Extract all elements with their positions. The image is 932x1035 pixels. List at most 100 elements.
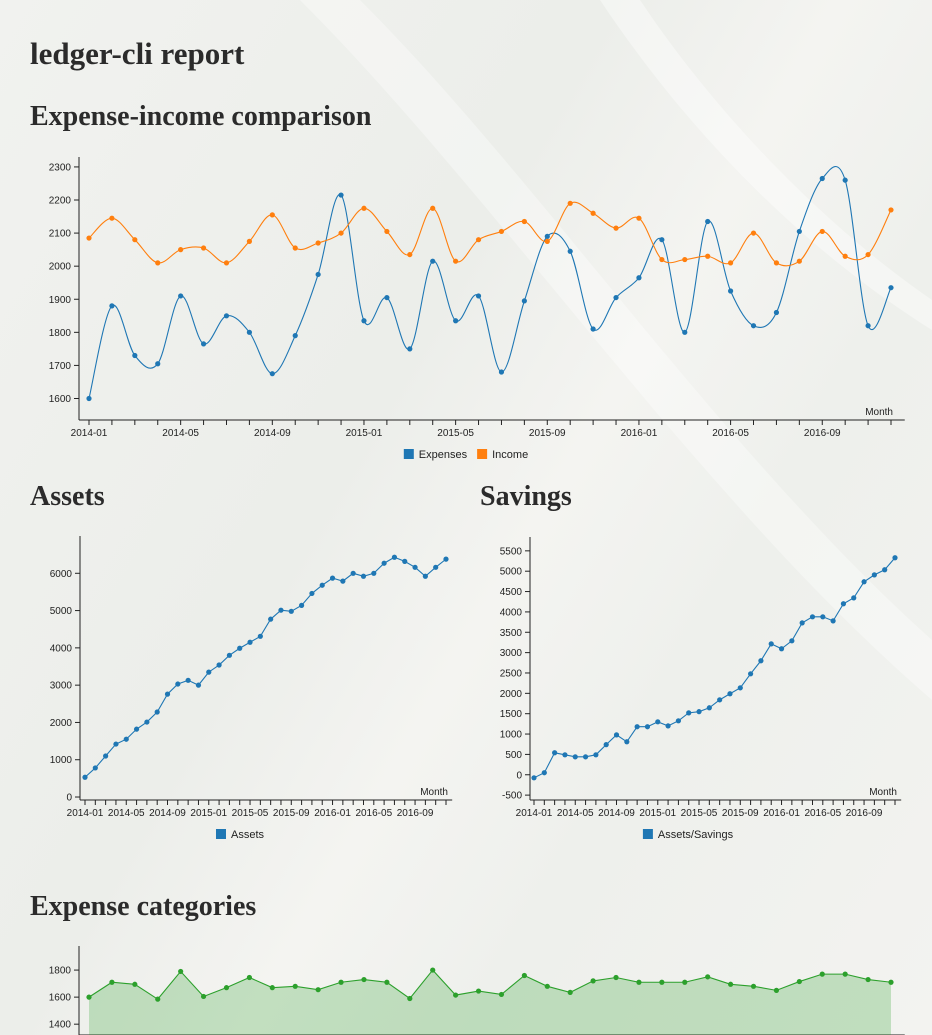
point bbox=[475, 237, 482, 243]
point bbox=[453, 258, 459, 264]
point bbox=[430, 205, 436, 211]
x-tick-label: 2015-05 bbox=[232, 808, 269, 819]
y-tick-label: 3500 bbox=[500, 628, 523, 639]
chart-title: Expense categories bbox=[30, 891, 256, 922]
point bbox=[865, 251, 871, 258]
x-tick-label: 2016-09 bbox=[804, 428, 841, 439]
y-tick-label: 6000 bbox=[50, 569, 73, 580]
point bbox=[361, 318, 367, 324]
point bbox=[778, 646, 785, 652]
point bbox=[728, 288, 734, 294]
point bbox=[350, 570, 356, 576]
point bbox=[200, 993, 207, 1000]
point bbox=[319, 582, 325, 588]
x-axis-label: Month bbox=[869, 787, 897, 798]
x-tick-label: 2014-01 bbox=[71, 428, 108, 439]
point bbox=[292, 245, 298, 251]
x-tick-label: 2014-09 bbox=[598, 808, 635, 819]
point bbox=[682, 979, 688, 985]
page-title: ledger-cli report bbox=[30, 36, 245, 71]
y-tick-label: 4000 bbox=[500, 607, 523, 618]
point bbox=[86, 235, 92, 241]
y-tick-label: 2000 bbox=[50, 718, 73, 729]
point bbox=[309, 590, 315, 597]
point bbox=[541, 770, 547, 776]
x-tick-label: 2016-01 bbox=[763, 808, 800, 819]
x-tick-label: 2015-09 bbox=[722, 808, 759, 819]
point bbox=[422, 573, 428, 579]
point bbox=[361, 976, 367, 983]
point bbox=[269, 212, 275, 218]
point bbox=[200, 341, 207, 347]
point bbox=[613, 294, 619, 301]
point bbox=[269, 371, 275, 377]
chart: Assets 0 1000 2000 3000 4000 5000 6000 2014-01 20… bbox=[30, 481, 453, 841]
x-tick-label: 2016-01 bbox=[314, 808, 351, 819]
background-streak bbox=[600, 0, 932, 330]
point bbox=[613, 732, 620, 738]
y-tick-label: 0 bbox=[66, 793, 72, 804]
point bbox=[133, 726, 140, 732]
y-tick-label: 2000 bbox=[49, 262, 72, 273]
point bbox=[109, 303, 115, 309]
y-tick-label: 5500 bbox=[500, 546, 523, 557]
legend-swatch bbox=[477, 449, 488, 459]
x-tick-label: 2014-01 bbox=[67, 808, 104, 819]
point bbox=[796, 258, 802, 264]
x-axis-label: Month bbox=[865, 407, 893, 418]
point bbox=[590, 210, 596, 216]
x-tick-label: 2016-09 bbox=[846, 808, 883, 819]
point bbox=[705, 974, 711, 980]
point bbox=[360, 573, 367, 579]
point bbox=[178, 968, 184, 975]
point bbox=[391, 554, 398, 560]
point bbox=[340, 578, 346, 584]
point bbox=[636, 215, 642, 221]
point bbox=[892, 555, 898, 561]
chart-title: Assets bbox=[30, 481, 105, 512]
point bbox=[665, 723, 671, 729]
point bbox=[315, 271, 321, 278]
legend-swatch bbox=[403, 449, 414, 459]
point bbox=[882, 567, 888, 573]
point bbox=[865, 323, 871, 329]
point bbox=[840, 601, 847, 607]
point bbox=[257, 633, 263, 639]
point bbox=[706, 705, 712, 711]
legend-swatch bbox=[215, 829, 226, 839]
point bbox=[402, 558, 408, 564]
point bbox=[750, 230, 757, 236]
point bbox=[582, 754, 589, 760]
point bbox=[636, 275, 642, 281]
point bbox=[206, 669, 212, 675]
point bbox=[748, 671, 754, 677]
y-tick-label: 2500 bbox=[500, 668, 523, 679]
x-axis-label: Month bbox=[420, 787, 448, 798]
point bbox=[412, 564, 418, 570]
y-tick-label: 1000 bbox=[500, 730, 523, 741]
point bbox=[269, 985, 275, 991]
point bbox=[86, 395, 92, 402]
y-tick-label: 3000 bbox=[500, 648, 523, 659]
point bbox=[246, 974, 252, 981]
point bbox=[809, 614, 816, 620]
point bbox=[851, 595, 857, 601]
y-tick-label: 1800 bbox=[49, 328, 72, 339]
x-tick-label: 2015-01 bbox=[190, 808, 227, 819]
y-tick-label: 1600 bbox=[49, 394, 72, 405]
point bbox=[521, 298, 527, 304]
point bbox=[433, 564, 439, 570]
point bbox=[109, 979, 115, 985]
point bbox=[696, 709, 702, 715]
point bbox=[758, 658, 764, 664]
point bbox=[338, 979, 344, 985]
legend-label: Assets/Savings bbox=[658, 829, 734, 841]
x-tick-label: 2015-05 bbox=[681, 808, 718, 819]
point bbox=[659, 237, 665, 243]
point bbox=[544, 233, 550, 239]
point bbox=[113, 741, 119, 747]
x-tick-label: 2014-05 bbox=[162, 428, 199, 439]
point bbox=[315, 987, 321, 993]
point bbox=[768, 641, 774, 647]
y-tick-label: 5000 bbox=[50, 606, 73, 617]
